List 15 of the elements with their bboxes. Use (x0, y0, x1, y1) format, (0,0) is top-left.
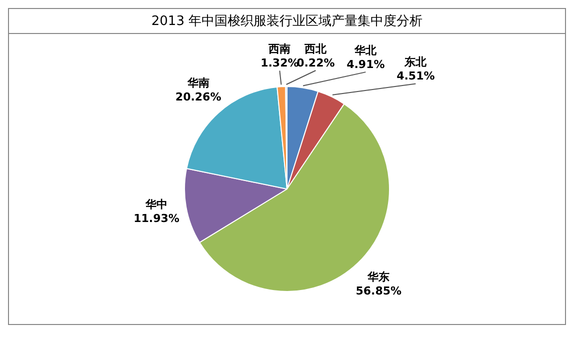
data-label: 1.32% (260, 56, 299, 70)
data-label: 4.91% (346, 58, 385, 71)
data-label: 0.22% (296, 56, 335, 70)
slice-label: 华中 (144, 198, 168, 211)
chart-title: 2013 年中国梭织服装行业区域产量集中度分析 (9, 9, 565, 34)
data-label: 20.26% (175, 90, 222, 104)
data-label: 11.93% (134, 212, 180, 225)
slice-label: 东北 (404, 56, 428, 69)
data-label: 56.85% (356, 284, 402, 298)
slice-label: 西南 (268, 42, 291, 56)
slice-label: 西北 (304, 42, 328, 56)
data-label: 4.51% (396, 70, 435, 83)
slice-label: 华东 (366, 270, 390, 284)
slice-label: 华南 (186, 76, 210, 90)
slice-label: 华北 (354, 44, 378, 57)
